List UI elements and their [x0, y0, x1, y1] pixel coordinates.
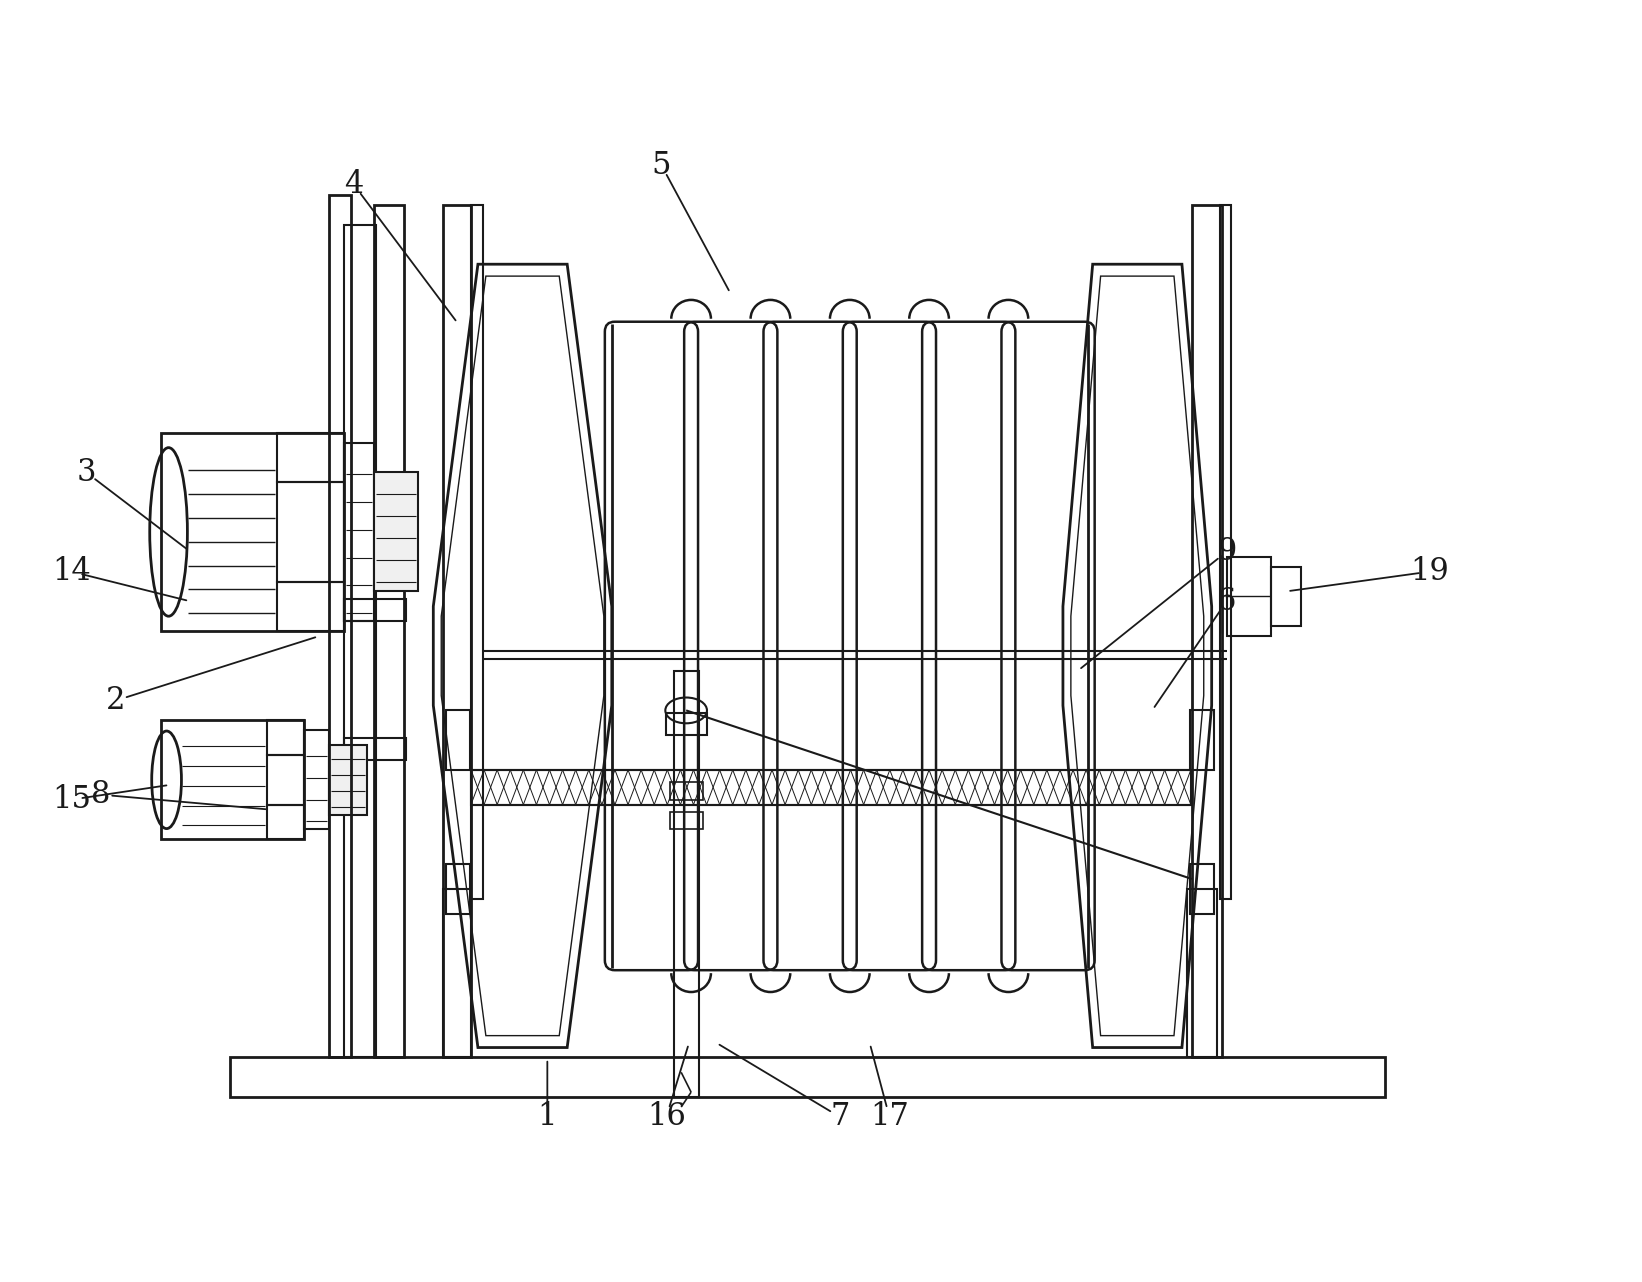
Text: 19: 19 — [1410, 556, 1450, 587]
Text: 15: 15 — [53, 785, 90, 815]
Text: 5: 5 — [652, 150, 672, 181]
Text: 14: 14 — [53, 556, 90, 587]
Text: 17: 17 — [870, 1101, 910, 1132]
Text: 4: 4 — [345, 169, 363, 200]
Text: 8: 8 — [92, 779, 110, 810]
Text: 6: 6 — [1217, 586, 1236, 617]
Text: 3: 3 — [77, 456, 95, 488]
Text: 9: 9 — [1217, 536, 1236, 567]
Text: 7: 7 — [831, 1101, 849, 1132]
Text: 2: 2 — [107, 685, 126, 715]
Polygon shape — [328, 745, 366, 814]
Text: 1: 1 — [537, 1101, 557, 1132]
Text: 16: 16 — [647, 1101, 686, 1132]
Polygon shape — [374, 473, 419, 591]
